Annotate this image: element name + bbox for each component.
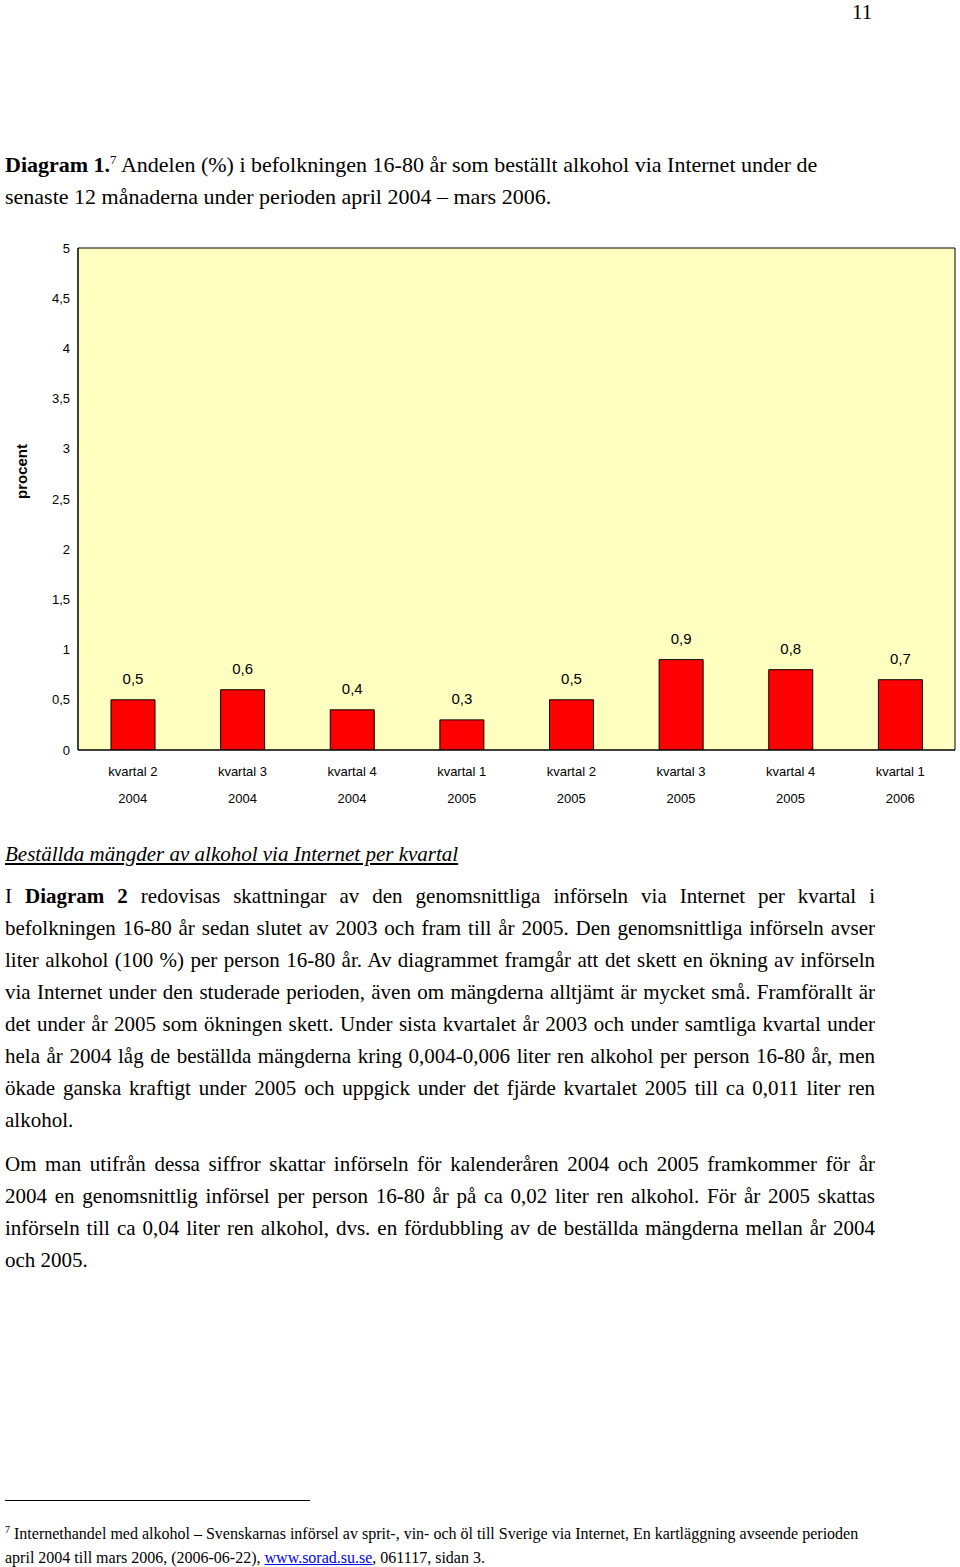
svg-text:0,4: 0,4 (342, 680, 363, 697)
html-text:Om man utifrån dessa siffror s: Om man utifrån dessa siffror skattar inf… (5, 1152, 875, 1272)
svg-text:0: 0 (63, 743, 70, 758)
svg-text:kvartal 22004: kvartal 22004 (108, 764, 157, 806)
html-text:Diagram 1.7Andelen (%) i befol: Diagram 1.7Andelen (%) i befolkningen 16… (5, 152, 818, 210)
svg-text:0,9: 0,9 (671, 630, 692, 647)
svg-text:0,5: 0,5 (52, 692, 70, 707)
svg-text:kvartal 42004: kvartal 42004 (327, 764, 376, 806)
svg-text:4,5: 4,5 (52, 291, 70, 306)
svg-text:2,5: 2,5 (52, 492, 70, 507)
html-text:7 Internethandel med alkohol –: 7 Internethandel med alkohol – Svenskarn… (5, 1524, 859, 1567)
svg-text:0,5: 0,5 (561, 670, 582, 687)
svg-text:3: 3 (63, 441, 70, 456)
html-text:11: 11 (852, 0, 873, 24)
svg-text:0,5: 0,5 (123, 670, 144, 687)
svg-text:5: 5 (63, 241, 70, 256)
svg-text:kvartal 42005: kvartal 42005 (766, 764, 815, 806)
svg-text:kvartal 12005: kvartal 12005 (437, 764, 486, 806)
svg-text:0,6: 0,6 (232, 660, 253, 677)
svg-text:3,5: 3,5 (52, 391, 70, 406)
svg-text:0,7: 0,7 (890, 650, 911, 667)
svg-text:kvartal 22005: kvartal 22005 (547, 764, 596, 806)
svg-text:1: 1 (63, 642, 70, 657)
svg-text:2: 2 (63, 542, 70, 557)
svg-text:0,3: 0,3 (451, 690, 472, 707)
html-text:Beställda mängder av alkohol v: Beställda mängder av alkohol via Interne… (5, 842, 459, 866)
svg-text:kvartal 12006: kvartal 12006 (876, 764, 925, 806)
svg-text:1,5: 1,5 (52, 592, 70, 607)
svg-text:kvartal 32004: kvartal 32004 (218, 764, 267, 806)
svg-text:4: 4 (63, 341, 70, 356)
svg-text:kvartal 32005: kvartal 32005 (656, 764, 705, 806)
svg-text:0,8: 0,8 (780, 640, 801, 657)
html-text:I Diagram 2 redovisas skattnin: I Diagram 2 redovisas skattningar av den… (5, 884, 875, 1132)
svg-text:procent: procent (13, 444, 30, 499)
